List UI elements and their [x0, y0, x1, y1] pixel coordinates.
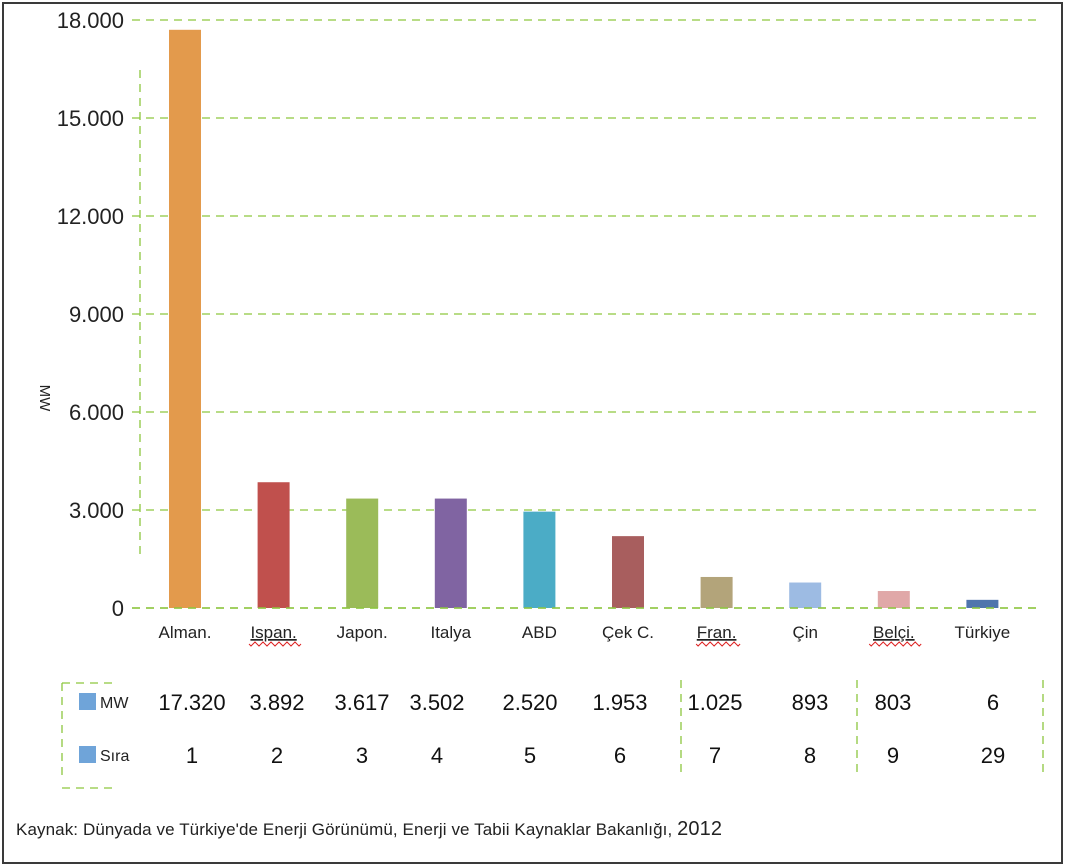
bar — [257, 482, 290, 608]
y-tick-label: 6.000 — [69, 400, 124, 425]
table-cell: 4 — [431, 743, 443, 768]
table-cell: 6 — [614, 743, 626, 768]
y-tick-label: 12.000 — [57, 204, 124, 229]
bar — [877, 591, 910, 608]
x-tick-label: Fran. — [697, 623, 737, 642]
table-cell: 1 — [186, 743, 198, 768]
bar — [523, 511, 556, 608]
y-tick-label: 18.000 — [57, 8, 124, 33]
x-tick-label: Çek C. — [602, 623, 654, 642]
bar — [700, 576, 733, 608]
table-cell: 8 — [804, 743, 816, 768]
table-row-label: MW — [100, 695, 129, 712]
table-cell: 29 — [981, 743, 1005, 768]
table-cell: 3.617 — [334, 690, 389, 715]
y-tick-label: 0 — [112, 596, 124, 621]
x-tick-label: Belçi. — [873, 623, 915, 642]
table-cell: 9 — [887, 743, 899, 768]
source-year: 2012 — [677, 818, 723, 840]
x-tick-label: Alman. — [159, 623, 212, 642]
table-cell: 6 — [987, 690, 999, 715]
table-cell: 1.953 — [592, 690, 647, 715]
table-legend-swatch — [79, 693, 96, 710]
y-tick-label: 9.000 — [69, 302, 124, 327]
table-cell: 3.892 — [249, 690, 304, 715]
y-tick-label: 3.000 — [69, 498, 124, 523]
source-text: Kaynak: Dünyada ve Türkiye'de Enerji Gör… — [16, 820, 673, 839]
bar — [169, 29, 201, 609]
table-legend-swatch — [79, 746, 96, 763]
bar — [434, 498, 467, 608]
x-tick-label: Italya — [430, 623, 471, 642]
bar — [966, 599, 999, 608]
table-cell: 1.025 — [687, 690, 742, 715]
x-tick-label: Çin — [792, 623, 818, 642]
x-tick-label: Ispan. — [250, 623, 296, 642]
x-tick-label: Türkiye — [955, 623, 1011, 642]
table-cell: 3.502 — [409, 690, 464, 715]
spellcheck-underline — [248, 641, 302, 647]
table-cell: 2 — [271, 743, 283, 768]
table-cell: 2.520 — [502, 690, 557, 715]
spellcheck-underline — [695, 641, 741, 647]
table-cell: 7 — [709, 743, 721, 768]
bar — [346, 498, 379, 608]
y-tick-label: 15.000 — [57, 106, 124, 131]
bar — [612, 536, 644, 608]
table-cell: 17.320 — [158, 690, 225, 715]
x-tick-label: Japon. — [337, 623, 388, 642]
table-row-label: Sıra — [100, 748, 129, 765]
x-tick-label: ABD — [522, 623, 557, 642]
table-cell: 3 — [356, 743, 368, 768]
y-axis-label: MW — [36, 385, 53, 412]
table-cell: 5 — [524, 743, 536, 768]
source-caption: Kaynak: Dünyada ve Türkiye'de Enerji Gör… — [16, 818, 722, 841]
table-cell: 803 — [875, 690, 912, 715]
spellcheck-underline — [868, 641, 922, 647]
bar — [789, 582, 822, 608]
table-cell: 893 — [792, 690, 829, 715]
